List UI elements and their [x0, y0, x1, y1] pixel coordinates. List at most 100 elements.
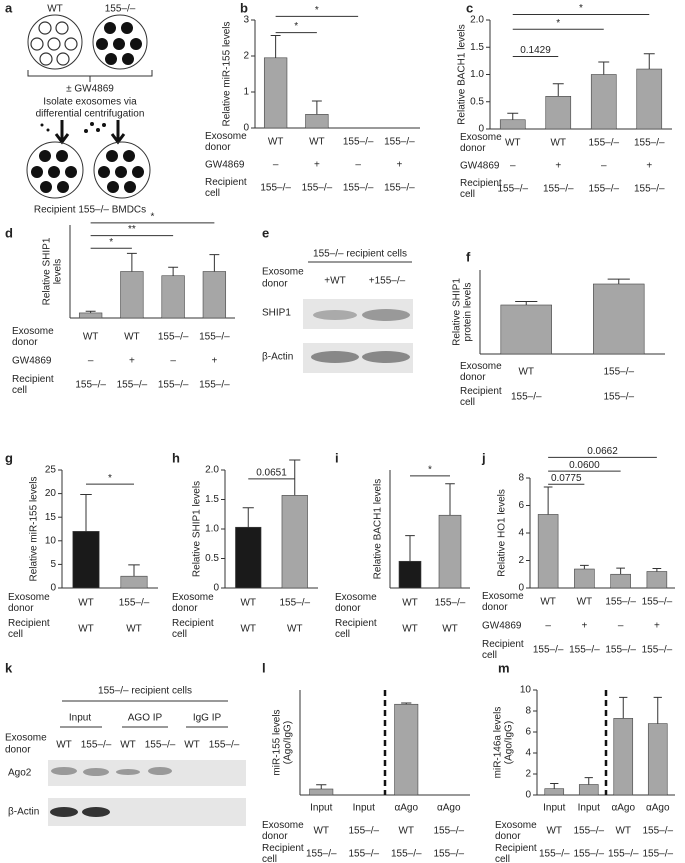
- row-value: WT: [442, 624, 458, 635]
- error-bar: [619, 696, 628, 719]
- y-tick-label: 0.5: [470, 96, 484, 107]
- x-tick-label: 155–/–: [605, 597, 636, 608]
- row-label: cell: [262, 854, 277, 863]
- row-value: 155–/–: [117, 380, 148, 391]
- row-label: Recipient: [335, 618, 377, 629]
- row-value: +: [654, 621, 660, 632]
- y-axis-label: Relative BACH1 levels: [373, 479, 384, 580]
- significance-label: *: [579, 3, 583, 14]
- row-label: donor: [8, 603, 34, 614]
- row-value: 155–/–: [348, 826, 379, 837]
- row-value: +: [646, 161, 652, 172]
- row-value: 155–/–: [158, 380, 189, 391]
- bar: [499, 119, 526, 130]
- bar: [636, 68, 663, 130]
- bar: [537, 514, 559, 589]
- row-value: 155–/–: [605, 645, 636, 656]
- error-bar: [584, 777, 593, 785]
- error-bar: [653, 696, 662, 724]
- x-tick-label: Input: [543, 803, 565, 814]
- row-value: 155–/–: [573, 826, 604, 837]
- panel-label: i: [335, 450, 339, 465]
- y-tick-label: 2.0: [205, 465, 219, 476]
- row-label: Exosome: [12, 326, 54, 337]
- panel-label: h: [172, 450, 180, 465]
- y-tick-label: 1: [243, 87, 249, 98]
- dish: [93, 141, 151, 199]
- row-value: 155–/–: [306, 849, 337, 860]
- row-label: cell: [8, 629, 23, 640]
- y-tick-label: 8: [518, 473, 524, 484]
- ko-cells: [96, 22, 142, 65]
- row-value: 155–/–: [573, 849, 604, 860]
- row-value: +: [396, 160, 402, 171]
- x-tick-label: 155–/–: [199, 332, 230, 343]
- bar: [500, 304, 552, 355]
- panel-k: k 155–/– recipient cells Input AGO IP Ig…: [5, 660, 246, 826]
- error-bar: [550, 782, 559, 789]
- group-label: WT: [47, 4, 63, 15]
- bar: [398, 560, 422, 589]
- bar: [593, 283, 645, 355]
- y-tick-label: 15: [45, 512, 57, 523]
- error-bar: [616, 567, 625, 575]
- row-value: +: [555, 161, 561, 172]
- dish: [27, 14, 83, 70]
- error-bar: [209, 254, 220, 272]
- significance-label: 0.0775: [551, 473, 582, 484]
- bar: [120, 271, 144, 319]
- result: Recipient 155–/– BMDCs: [34, 205, 146, 216]
- y-tick-label: 0: [50, 583, 56, 594]
- lane-label: WT: [56, 740, 72, 751]
- error-bar: [445, 483, 455, 516]
- panel-label: f: [466, 249, 471, 264]
- row-label: Recipient: [8, 618, 50, 629]
- row-value: WT: [402, 624, 418, 635]
- error-bar: [289, 459, 301, 496]
- row-value: –: [545, 621, 551, 632]
- band: [362, 351, 410, 363]
- significance-label: *: [294, 21, 298, 32]
- bands: [51, 767, 172, 776]
- y-tick-label: 4: [525, 748, 531, 759]
- row-label: GW4869: [205, 160, 245, 171]
- lane-label: 155–/–: [81, 740, 112, 751]
- error-bar: [598, 61, 610, 75]
- lane-label: WT: [120, 740, 136, 751]
- bar: [574, 568, 595, 589]
- panel-label: c: [466, 0, 473, 15]
- significance-label: *: [109, 237, 113, 248]
- row-value: 155–/–: [384, 183, 415, 194]
- donor-label: Exosome: [262, 267, 304, 278]
- significance-label: 0.1429: [520, 45, 551, 56]
- bar: [578, 784, 599, 796]
- row-label: cell: [482, 650, 497, 661]
- y-axis-label: Relative SHIP1: [452, 278, 463, 346]
- row-value: WT: [398, 826, 414, 837]
- bar: [281, 495, 308, 589]
- row-value: +: [129, 356, 135, 367]
- row-label: Exosome: [460, 361, 502, 372]
- row-value: 155–/–: [511, 392, 542, 403]
- group-label: AGO IP: [128, 713, 163, 724]
- error-bar: [242, 507, 254, 528]
- panel-label: b: [240, 0, 248, 15]
- y-tick-label: 6: [518, 500, 524, 511]
- significance-label: 0.0651: [256, 467, 287, 478]
- row-label: Recipient: [12, 374, 54, 385]
- bar: [78, 312, 103, 319]
- significance-label: *: [151, 212, 155, 223]
- bar: [305, 114, 329, 129]
- row-value: –: [170, 356, 176, 367]
- x-tick-label: WT: [309, 137, 325, 148]
- row-value: 155–/–: [433, 849, 464, 860]
- row-value: 155–/–: [608, 849, 639, 860]
- y-tick-label: 2.0: [470, 15, 484, 26]
- y-axis-label: Relative SHIP1 levels: [192, 481, 203, 577]
- error-bar: [507, 112, 519, 120]
- lane-label: WT: [184, 740, 200, 751]
- row-value: –: [355, 160, 361, 171]
- row-value: 155–/–: [539, 849, 570, 860]
- y-tick-label: 0: [525, 790, 531, 801]
- row-value: 155–/–: [642, 645, 673, 656]
